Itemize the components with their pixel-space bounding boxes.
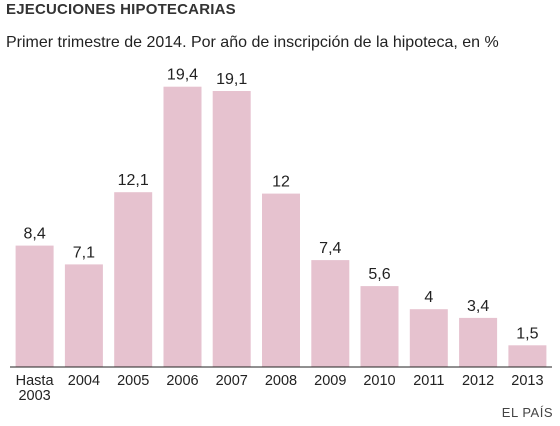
bar-2010 <box>360 286 399 367</box>
source-credit: EL PAÍS <box>501 405 553 420</box>
x-tick-label: Hasta 2003 <box>16 373 55 404</box>
bar-2012 <box>459 317 498 367</box>
value-label: 7,4 <box>319 240 341 257</box>
value-label: 19,4 <box>167 67 198 84</box>
chart-title: EJECUCIONES HIPOTECARIAS <box>6 1 236 18</box>
bar-hasta-2003 <box>15 245 54 367</box>
bars-group <box>15 86 547 367</box>
value-label: 12 <box>272 174 290 191</box>
x-tick-label: 2012 <box>462 373 494 389</box>
x-tick-label: 2009 <box>314 373 346 389</box>
value-label: 5,6 <box>368 266 390 283</box>
x-tick-label: 2008 <box>265 373 297 389</box>
bar-2006 <box>163 86 202 367</box>
bar-2008 <box>262 193 300 367</box>
value-label: 4 <box>424 289 433 306</box>
bar-2007 <box>212 91 251 367</box>
value-label: 3,4 <box>467 298 489 315</box>
value-labels-group: 8,4 7,1 12,1 19,4 19,1 12 7,4 5,6 4 3,4 1,5 <box>23 67 538 343</box>
value-label: 19,1 <box>216 71 247 88</box>
value-label: 12,1 <box>118 172 149 189</box>
x-tick-label: 2011 <box>413 373 444 389</box>
bar-2011 <box>409 309 448 367</box>
value-label: 8,4 <box>23 226 45 243</box>
x-tick-labels-group: Hasta 2003 2004 2005 2006 2007 2008 2009 2010 201… <box>16 373 544 404</box>
chart-subtitle: Primer trimestre de 2014. Por año de ins… <box>6 34 499 51</box>
bar-2005 <box>114 192 153 367</box>
bar-2004 <box>64 264 103 367</box>
x-tick-label: 2004 <box>68 373 100 389</box>
x-tick-label: 2007 <box>216 373 248 389</box>
bar-2009 <box>311 260 350 367</box>
x-tick-label: 2006 <box>166 373 198 389</box>
bar-2013 <box>508 345 547 367</box>
value-label: 1,5 <box>516 325 538 342</box>
x-tick-label: 2010 <box>363 373 395 389</box>
x-tick-label: 2013 <box>511 373 543 389</box>
x-tick-label: 2005 <box>117 373 149 389</box>
value-label: 7,1 <box>73 244 95 261</box>
